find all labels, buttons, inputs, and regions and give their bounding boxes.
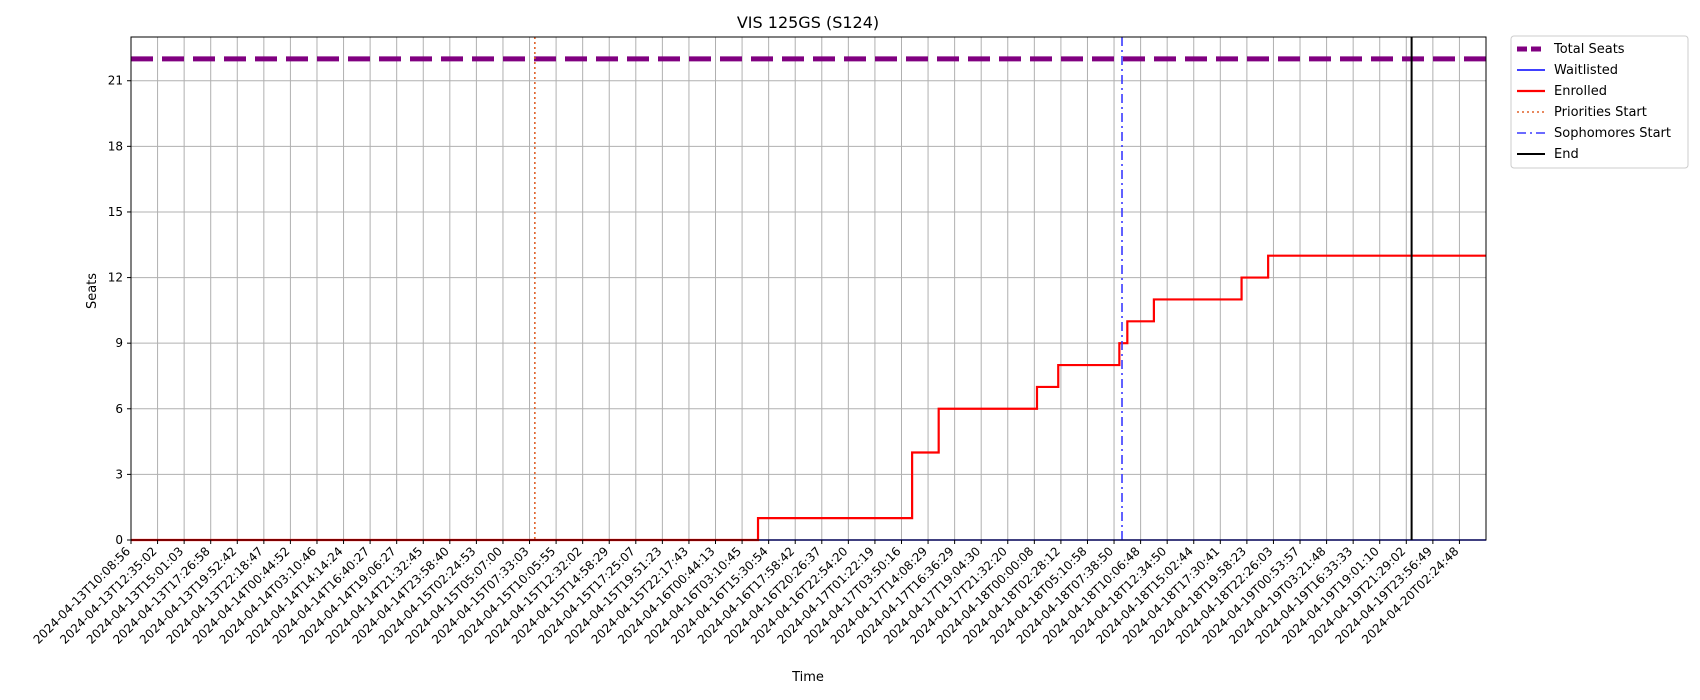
- y-tick-label: 21: [108, 74, 123, 88]
- y-axis-label: Seats: [85, 273, 100, 309]
- legend: Total Seats Waitlisted Enrolled Priorities …: [1510, 35, 1689, 169]
- x-axis-label: Time: [791, 670, 824, 685]
- series-enrolled: [131, 254, 1486, 542]
- plot-series: [131, 56, 1486, 542]
- y-tick-label: 6: [115, 402, 123, 416]
- legend-label: Priorities Start: [1554, 105, 1647, 120]
- legend-label: Total Seats: [1553, 42, 1625, 57]
- legend-label: Enrolled: [1554, 84, 1607, 99]
- y-tick-label: 12: [108, 271, 123, 285]
- legend-box: [1510, 35, 1689, 169]
- legend-label: Waitlisted: [1554, 63, 1618, 78]
- y-tick-label: 3: [115, 467, 123, 481]
- grid: [130, 37, 1486, 541]
- chart-title: VIS 125GS (S124): [737, 13, 879, 32]
- legend-label: Sophomores Start: [1554, 126, 1671, 141]
- legend-label: End: [1554, 147, 1579, 162]
- y-tick-label: 15: [108, 205, 123, 219]
- y-tick-label: 9: [115, 336, 123, 350]
- y-tick-label: 18: [108, 139, 123, 153]
- plot-frame: [130, 36, 1487, 541]
- y-tick-label: 0: [115, 533, 123, 547]
- vertical-markers: [534, 37, 1413, 540]
- axis-ticks: 2024-04-13T10:08:562024-04-13T12:35:0220…: [31, 74, 1462, 647]
